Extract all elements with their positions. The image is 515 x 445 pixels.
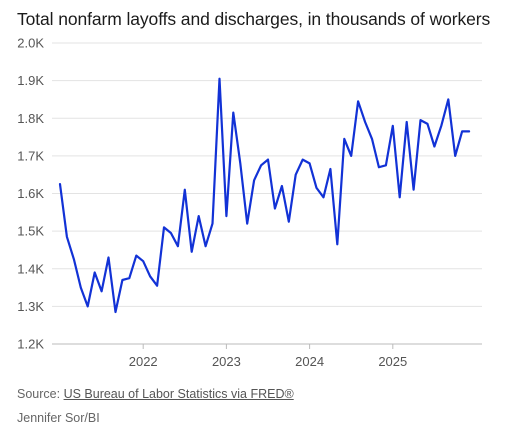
y-axis: 1.2K 1.3K 1.4K 1.5K 1.6K 1.7K 1.8K 1.9K 2.0K <box>17 36 44 352</box>
x-tick-label: 2022 <box>129 354 158 369</box>
source-prefix: Source: <box>17 387 64 401</box>
layoffs-series-line <box>58 77 471 314</box>
x-tick-label: 2024 <box>295 354 324 369</box>
source-link[interactable]: US Bureau of Labor Statistics via FRED® <box>63 387 294 401</box>
credit-line: Jennifer Sor/BI <box>17 411 100 425</box>
y-tick-label: 1.5K <box>17 224 44 239</box>
y-tick-label: 1.8K <box>17 111 44 126</box>
x-tick-label: 2023 <box>212 354 241 369</box>
x-tick-label: 2025 <box>378 354 407 369</box>
source-note: Source: US Bureau of Labor Statistics vi… <box>17 387 294 401</box>
y-tick-label: 1.9K <box>17 73 44 88</box>
y-tick-label: 1.4K <box>17 261 44 276</box>
y-tick-label: 2.0K <box>17 36 44 51</box>
y-tick-label: 1.6K <box>17 186 44 201</box>
line-chart: 1.2K 1.3K 1.4K 1.5K 1.6K 1.7K 1.8K 1.9K 2.0K 202… <box>17 36 482 369</box>
series-layer <box>58 77 471 314</box>
y-tick-label: 1.7K <box>17 148 44 163</box>
x-axis: 2022 2023 2024 2025 <box>129 344 407 369</box>
y-tick-label: 1.3K <box>17 299 44 314</box>
y-tick-label: 1.2K <box>17 337 44 352</box>
grid-layer <box>52 42 482 345</box>
chart-title: Total nonfarm layoffs and discharges, in… <box>17 9 491 29</box>
